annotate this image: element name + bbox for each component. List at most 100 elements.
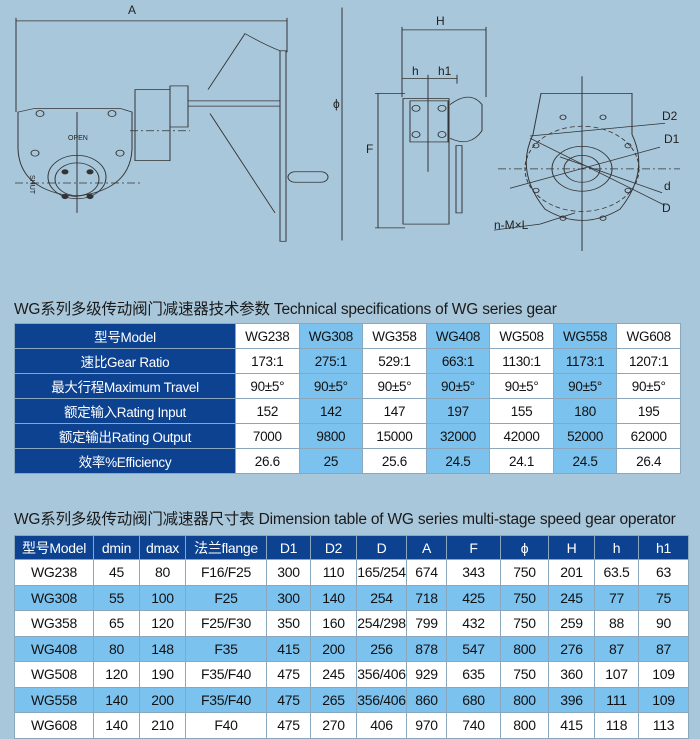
- dim-cell: 80: [93, 635, 140, 662]
- spec-cell: 7000: [235, 423, 300, 449]
- spec-cell: 15000: [362, 423, 427, 449]
- dim-cell: 265: [310, 686, 357, 713]
- dim-label-F: F: [366, 142, 373, 156]
- dim-cell: 148: [139, 635, 186, 662]
- dim-cell: 110: [310, 559, 357, 586]
- dim-cell: 140: [93, 686, 140, 713]
- dim-cell: 140: [93, 712, 140, 739]
- spec-cell: 529:1: [362, 348, 427, 374]
- dim-label-d: d: [664, 179, 671, 193]
- dim-cell: 120: [93, 661, 140, 688]
- spec-cell: 25.6: [362, 448, 427, 474]
- spec-cell: 62000: [616, 423, 681, 449]
- dim-label-n-m-l: n-M×L: [494, 218, 529, 232]
- dim-cell: 88: [594, 610, 639, 637]
- dim-header-cell: 型号Model: [14, 535, 94, 560]
- spec-cell: WG308: [298, 323, 364, 349]
- dim-cell: 300: [266, 559, 311, 586]
- dim-row: WG408 80 148 F35 415 200 256 878 547 800 276 87 87: [14, 635, 689, 662]
- dim-cell: 432: [446, 610, 501, 637]
- dim-cell: 109: [638, 661, 689, 688]
- dim-header-cell: h1: [638, 535, 689, 560]
- spec-row-label: 效率%Efficiency: [14, 448, 236, 474]
- dim-cell: 210: [139, 712, 186, 739]
- label-shut: SHUT: [28, 175, 35, 195]
- spec-cell: 663:1: [425, 348, 491, 374]
- dim-row: WG358 65 120 F25/F30 350 160 254/298 799 432 750 2…: [14, 610, 689, 637]
- dim-header-cell: dmin: [93, 535, 140, 560]
- gear-operator-technical-drawing: A ϕ H h h1 F D2 D1 d D n-M×L OPEN SHUT: [15, 3, 680, 251]
- dim-cell: F35: [185, 635, 267, 662]
- dim-label-h: h: [412, 64, 419, 78]
- dim-cell: WG558: [14, 686, 94, 713]
- spec-cell: 24.5: [552, 448, 618, 474]
- dim-cell: 65: [93, 610, 140, 637]
- dim-cell: 100: [139, 584, 186, 611]
- dim-cell: 254: [356, 584, 407, 611]
- dim-cell: 800: [500, 686, 549, 713]
- spec-cell: 32000: [425, 423, 491, 449]
- dim-cell: 740: [446, 712, 501, 739]
- dim-cell: 475: [266, 686, 311, 713]
- dim-cell: 406: [356, 712, 407, 739]
- dim-cell: 55: [93, 584, 140, 611]
- dim-cell: 475: [266, 661, 311, 688]
- spec-row-label: 额定输出Rating Output: [14, 423, 236, 449]
- dim-row: WG608 140 210 F40 475 270 406 970 740 800 415 118 11…: [14, 712, 689, 739]
- spec-row: 最大行程Maximum Travel 90±5° 90±5° 90±5° 90±5° 90…: [14, 373, 681, 399]
- dim-cell: 750: [500, 559, 549, 586]
- dim-cell: 350: [266, 610, 311, 637]
- dim-cell: F16/F25: [185, 559, 267, 586]
- spec-row-label: 速比Gear Ratio: [14, 348, 236, 374]
- dim-cell: 343: [446, 559, 501, 586]
- dim-label-D1: D1: [664, 132, 680, 146]
- spec-cell: 90±5°: [362, 373, 427, 399]
- dim-cell: 90: [638, 610, 689, 637]
- spec-cell: 25: [298, 448, 364, 474]
- dim-cell: 63.5: [594, 559, 639, 586]
- dim-row: WG308 55 100 F25 300 140 254 718 425 750 245 77 75: [14, 584, 689, 611]
- spec-cell: WG608: [616, 323, 681, 349]
- dim-header-cell: A: [406, 535, 447, 560]
- dim-cell: 254/298: [356, 610, 407, 637]
- dim-cell: F25: [185, 584, 267, 611]
- dim-cell: 77: [594, 584, 639, 611]
- spec-cell: 90±5°: [425, 373, 491, 399]
- spec-cell: 90±5°: [298, 373, 364, 399]
- dim-cell: 80: [139, 559, 186, 586]
- spec-cell: WG508: [489, 323, 554, 349]
- dim-cell: 475: [266, 712, 311, 739]
- dim-cell: 140: [310, 584, 357, 611]
- spec-cell: 9800: [298, 423, 364, 449]
- dim-cell: 360: [548, 661, 595, 688]
- dim-cell: 800: [500, 712, 549, 739]
- front-view: [15, 7, 343, 242]
- side-view: [375, 26, 487, 229]
- dim-cell: 415: [548, 712, 595, 739]
- dim-cell: 425: [446, 584, 501, 611]
- spec-cell: 90±5°: [616, 373, 681, 399]
- spec-cell: 142: [298, 398, 364, 424]
- dim-cell: 718: [406, 584, 447, 611]
- dim-label-phi: ϕ: [333, 97, 340, 111]
- dim-cell: WG308: [14, 584, 94, 611]
- dim-cell: 750: [500, 610, 549, 637]
- spec-cell: 173:1: [235, 348, 300, 374]
- dim-cell: 415: [266, 635, 311, 662]
- dim-label-H: H: [436, 14, 445, 28]
- spec-cell: 24.5: [425, 448, 491, 474]
- dim-cell: 750: [500, 661, 549, 688]
- dim-header-cell: D2: [310, 535, 357, 560]
- dim-cell: 356/406: [356, 661, 407, 688]
- dim-cell: WG508: [14, 661, 94, 688]
- dim-header-cell: h: [594, 535, 639, 560]
- dim-header-cell: ϕ: [500, 535, 549, 560]
- label-open: OPEN: [68, 135, 88, 142]
- dim-cell: 276: [548, 635, 595, 662]
- dim-header-cell: H: [548, 535, 595, 560]
- dim-cell: 109: [638, 686, 689, 713]
- dim-cell: 929: [406, 661, 447, 688]
- dim-cell: 87: [594, 635, 639, 662]
